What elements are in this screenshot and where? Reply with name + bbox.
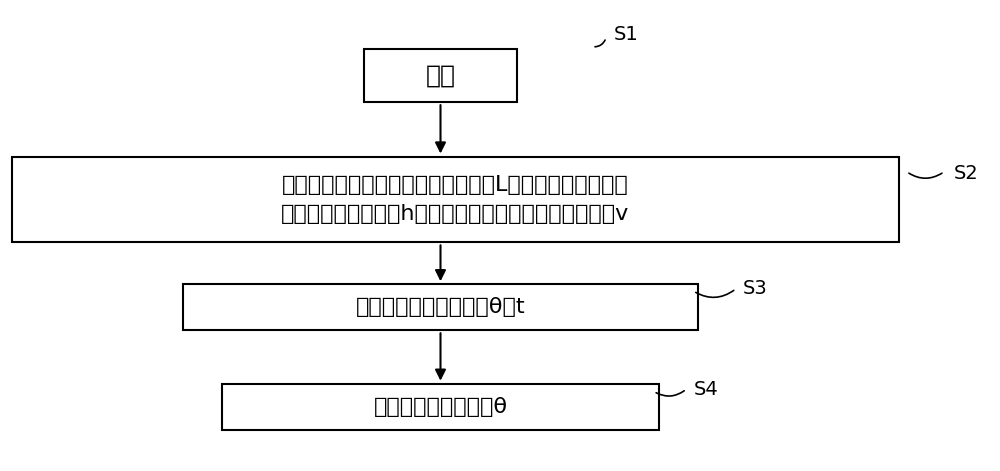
- Text: S4: S4: [693, 380, 718, 398]
- Text: 获取喷头与滚筒后壁之间的水平距离L，获取喷头与滚筒内
负载之间的竖直距离h，获取喷头的出水管口的水流速度v: 获取喷头与滚筒后壁之间的水平距离L，获取喷头与滚筒内 负载之间的竖直距离h，获取…: [281, 175, 630, 224]
- FancyBboxPatch shape: [222, 383, 659, 430]
- Text: S2: S2: [954, 163, 979, 183]
- FancyBboxPatch shape: [12, 157, 899, 242]
- Text: S3: S3: [743, 279, 768, 298]
- Text: 根据关系公式求解参数θ和t: 根据关系公式求解参数θ和t: [356, 297, 525, 317]
- Text: 开始: 开始: [426, 64, 456, 88]
- FancyBboxPatch shape: [364, 49, 517, 103]
- FancyBboxPatch shape: [183, 284, 698, 330]
- Text: S1: S1: [614, 25, 639, 44]
- Text: 输出确定的喷水角度θ: 输出确定的喷水角度θ: [373, 397, 508, 417]
